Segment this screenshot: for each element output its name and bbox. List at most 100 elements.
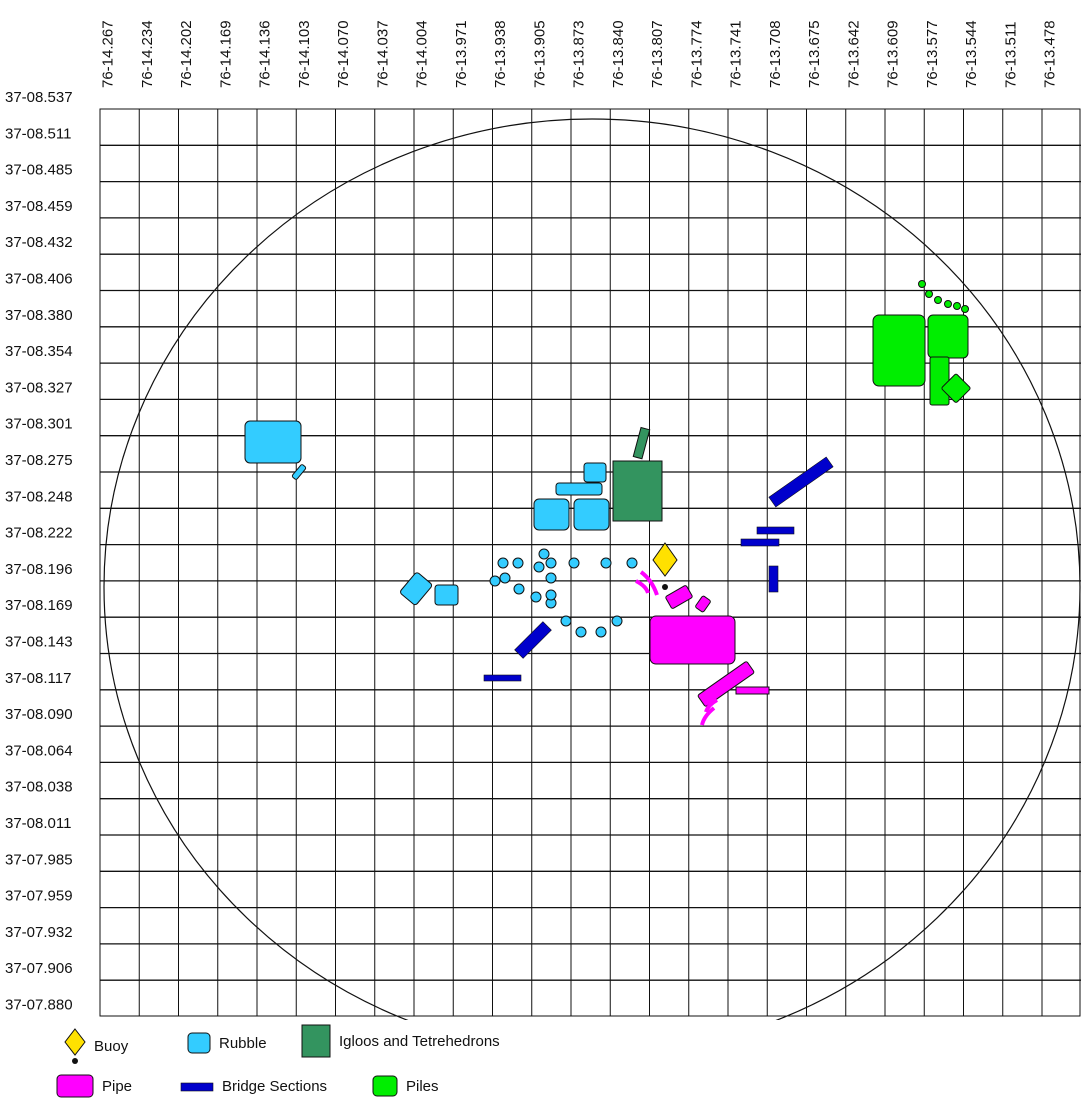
rubble-features: [244, 420, 610, 606]
rubble-dot: [575, 626, 587, 638]
pipe-segment: [665, 585, 693, 609]
pipe-curve: [635, 579, 650, 594]
longitude-label: 76-13.675: [806, 20, 823, 88]
rubble-block: [400, 572, 433, 606]
pile-block: [872, 314, 926, 387]
rubble-dot: [568, 557, 580, 569]
pipe-segment: [735, 686, 770, 695]
igloo-block: [612, 460, 663, 522]
pipe-features: [635, 570, 770, 726]
rubble-dots: [489, 548, 638, 638]
latitude-label: 37-08.117: [5, 670, 71, 687]
legend-item-bridge: Bridge Sections: [180, 1078, 327, 1095]
latitude-label: 37-08.301: [5, 416, 73, 433]
buoy-anchor-dot: [662, 584, 668, 590]
longitude-label: 76-14.070: [335, 20, 352, 88]
longitude-label: 76-13.807: [649, 20, 666, 88]
igloo-sliver: [632, 426, 651, 460]
pile-features: [872, 280, 971, 406]
pipe-segment: [649, 615, 736, 665]
latitude-label: 37-07.906: [5, 960, 73, 977]
pile-dot: [925, 290, 933, 298]
rubble-dot: [538, 548, 550, 560]
longitude-label: 76-13.544: [963, 20, 980, 88]
longitude-label: 76-13.938: [492, 20, 509, 88]
longitude-label: 76-14.202: [178, 20, 195, 88]
legend-item-pipe: Pipe: [56, 1074, 132, 1098]
rubble-dot: [497, 557, 509, 569]
rubble-dot: [530, 591, 542, 603]
rubble-dot: [499, 572, 511, 584]
buoy-icon: [652, 542, 678, 577]
rubble-block: [583, 462, 607, 483]
latitude-label: 37-08.222: [5, 525, 73, 542]
longitude-label: 76-13.971: [453, 20, 470, 88]
latitude-label: 37-08.354: [5, 343, 73, 360]
rubble-dot: [626, 557, 638, 569]
rubble-dot: [611, 615, 623, 627]
coordinate-grid: [99, 108, 1081, 1017]
latitude-label: 37-08.406: [5, 271, 73, 288]
latitude-label: 37-08.327: [5, 379, 73, 396]
legend-item-piles: Piles: [372, 1075, 439, 1097]
pipe-segment: [697, 661, 755, 707]
longitude-labels: 76-14.267 76-14.234 76-14.202 76-14.169 76-1…: [100, 20, 1059, 88]
rounded-square-icon: [187, 1032, 211, 1054]
latitude-label: 37-08.459: [5, 198, 73, 215]
pile-block: [929, 356, 950, 406]
rubble-dot: [512, 557, 524, 569]
pile-dot: [944, 300, 952, 308]
legend-label: Bridge Sections: [222, 1078, 328, 1095]
longitude-label: 76-14.103: [296, 20, 313, 88]
legend-item-rubble: Rubble: [187, 1032, 267, 1054]
rubble-block: [573, 498, 610, 531]
longitude-label: 76-14.037: [374, 20, 391, 88]
longitude-label: 76-13.577: [924, 20, 941, 88]
rubble-block: [533, 498, 570, 531]
longitude-label: 76-14.004: [414, 20, 431, 88]
rubble-dot: [560, 615, 572, 627]
rubble-dot: [513, 583, 525, 595]
bridge-section: [756, 526, 795, 535]
legend-item-igloos: Igloos and Tetrehedrons: [301, 1024, 500, 1058]
bridge-section: [483, 674, 522, 682]
latitude-label: 37-08.248: [5, 488, 73, 505]
rubble-dot: [545, 557, 557, 569]
bridge-section: [740, 538, 780, 547]
igloo-features: [612, 426, 663, 522]
legend-item-buoy: Buoy: [64, 1028, 128, 1064]
longitude-label: 76-14.136: [257, 20, 274, 88]
survey-boundary-circle: [103, 118, 1081, 1020]
legend-label: Buoy: [94, 1037, 129, 1055]
pile-block: [927, 314, 969, 359]
longitude-label: 76-14.267: [100, 20, 117, 88]
map-legend: Buoy Rubble Igloos and Tetrehedrons Pipe…: [0, 1020, 1081, 1100]
rubble-dot: [545, 572, 557, 584]
legend-label: Pipe: [102, 1077, 133, 1095]
bar-icon: [180, 1082, 214, 1091]
pile-dot: [918, 280, 926, 288]
pipe-curve: [700, 706, 716, 726]
latitude-label: 37-08.432: [5, 234, 73, 251]
rubble-dot: [489, 575, 501, 587]
latitude-label: 37-07.959: [5, 888, 73, 905]
rounded-square-icon: [372, 1075, 398, 1097]
rubble-dot: [595, 626, 607, 638]
reef-site-map: 76-14.267 76-14.234 76-14.202 76-14.169 76-1…: [5, 20, 1081, 1020]
bridge-section: [768, 456, 834, 508]
latitude-label: 37-08.169: [5, 597, 73, 614]
legend-label: Igloos and Tetrehedrons: [339, 1032, 500, 1050]
longitude-label: 76-13.905: [531, 20, 548, 88]
rubble-dot: [533, 561, 545, 573]
latitude-label: 37-07.932: [5, 924, 73, 941]
longitude-label: 76-13.478: [1042, 20, 1059, 88]
longitude-label: 76-13.840: [610, 20, 627, 88]
longitude-label: 76-13.774: [688, 20, 705, 88]
rubble-block: [244, 420, 302, 464]
buoy-marker: [652, 542, 678, 590]
square-icon: [301, 1024, 331, 1058]
rubble-dot: [545, 589, 557, 601]
longitude-label: 76-13.511: [1002, 22, 1019, 88]
latitude-label: 37-08.064: [5, 742, 73, 759]
bridge-features: [483, 456, 834, 682]
